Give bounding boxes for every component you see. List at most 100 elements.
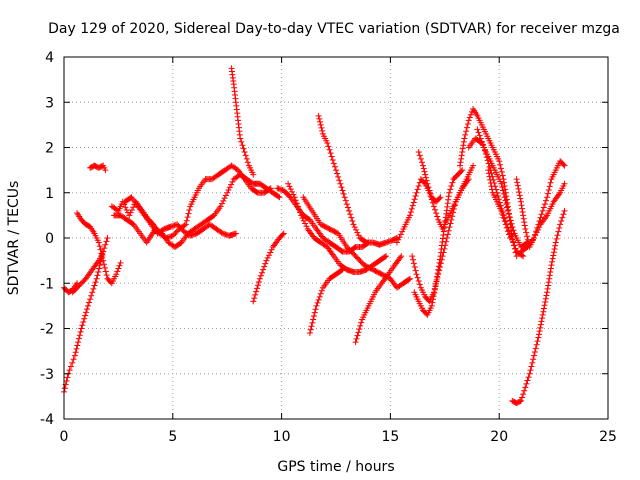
series-track-5	[87, 162, 109, 174]
data-point	[313, 302, 320, 309]
axes: -4 -3 -2 -1 0 1 2 3 4 0 5 10 15 20 25	[40, 50, 617, 445]
data-point	[351, 224, 358, 231]
data-point	[436, 256, 443, 263]
data-point	[537, 324, 544, 331]
series-track-17	[393, 162, 477, 246]
data-point	[499, 172, 506, 179]
data-point	[292, 197, 299, 204]
data-point	[546, 272, 553, 279]
data-point	[254, 282, 261, 289]
data-point	[513, 176, 520, 183]
data-point	[250, 171, 257, 178]
data-point	[431, 289, 438, 296]
data-point	[422, 174, 429, 181]
data-point	[445, 227, 452, 234]
data-point	[316, 115, 323, 122]
data-point	[226, 184, 233, 191]
data-point	[500, 187, 507, 194]
data-point	[232, 230, 239, 237]
data-point	[414, 274, 421, 281]
data-point	[464, 120, 471, 127]
data-point	[397, 231, 404, 238]
data-point	[560, 211, 567, 218]
data-point	[352, 339, 359, 346]
data-point	[324, 139, 331, 146]
data-point	[553, 235, 560, 242]
data-point	[425, 184, 432, 191]
data-point	[102, 167, 109, 174]
data-point	[296, 206, 303, 213]
y-tick-label: 2	[45, 141, 54, 157]
data-point	[467, 111, 474, 118]
data-point	[91, 282, 98, 289]
x-tick-label: 25	[599, 429, 617, 445]
data-point	[346, 207, 353, 214]
data-point	[435, 263, 442, 270]
data-point	[250, 298, 257, 305]
data-point	[506, 214, 513, 221]
data-point	[406, 212, 413, 219]
data-point	[317, 121, 324, 128]
data-point	[127, 209, 134, 216]
data-point	[263, 257, 270, 264]
data-point	[237, 135, 244, 142]
data-point	[548, 262, 555, 269]
x-tick-label: 5	[168, 429, 177, 445]
data-point	[183, 217, 190, 224]
data-point	[458, 152, 465, 159]
x-tick-label: 15	[381, 429, 399, 445]
data-point	[100, 248, 107, 255]
data-point	[504, 228, 511, 235]
data-point	[552, 242, 559, 249]
y-tick-label: 3	[45, 95, 54, 111]
data-point	[450, 209, 457, 216]
data-point	[328, 153, 335, 160]
data-point	[549, 255, 556, 262]
data-point	[539, 315, 546, 322]
data-point	[103, 238, 110, 245]
data-point	[220, 197, 227, 204]
data-point	[502, 197, 509, 204]
data-point	[470, 162, 477, 169]
data-point	[450, 206, 457, 213]
data-point	[529, 359, 536, 366]
data-point	[520, 253, 527, 260]
data-point	[174, 221, 181, 228]
data-point	[552, 239, 559, 246]
data-point	[238, 138, 245, 145]
data-point	[448, 182, 455, 189]
y-tick-label: -2	[40, 322, 54, 338]
data-point	[336, 177, 343, 184]
data-point	[535, 331, 542, 338]
data-point	[181, 222, 188, 229]
data-point	[505, 211, 512, 218]
data-point	[95, 268, 102, 275]
data-point	[528, 363, 535, 370]
data-point	[433, 210, 440, 217]
data-point	[448, 216, 455, 223]
data-point	[550, 249, 557, 256]
series-track-20	[415, 149, 444, 205]
data-point	[333, 167, 339, 174]
data-point	[314, 299, 321, 306]
data-point	[519, 208, 526, 215]
data-point	[114, 268, 121, 275]
data-point	[415, 149, 422, 156]
data-point	[519, 394, 526, 401]
data-point	[522, 225, 529, 232]
data-point	[81, 315, 88, 322]
series-track-14	[315, 112, 400, 248]
data-point	[393, 239, 400, 246]
data-point	[101, 264, 108, 271]
data-point	[64, 374, 71, 381]
data-point	[503, 224, 510, 231]
data-point	[75, 335, 82, 342]
data-point	[532, 232, 539, 239]
data-point	[184, 214, 191, 221]
data-point	[540, 308, 547, 315]
data-point	[331, 163, 338, 170]
data-point	[479, 141, 486, 148]
data-point	[350, 221, 357, 228]
data-point	[501, 194, 508, 201]
data-point	[502, 221, 509, 228]
